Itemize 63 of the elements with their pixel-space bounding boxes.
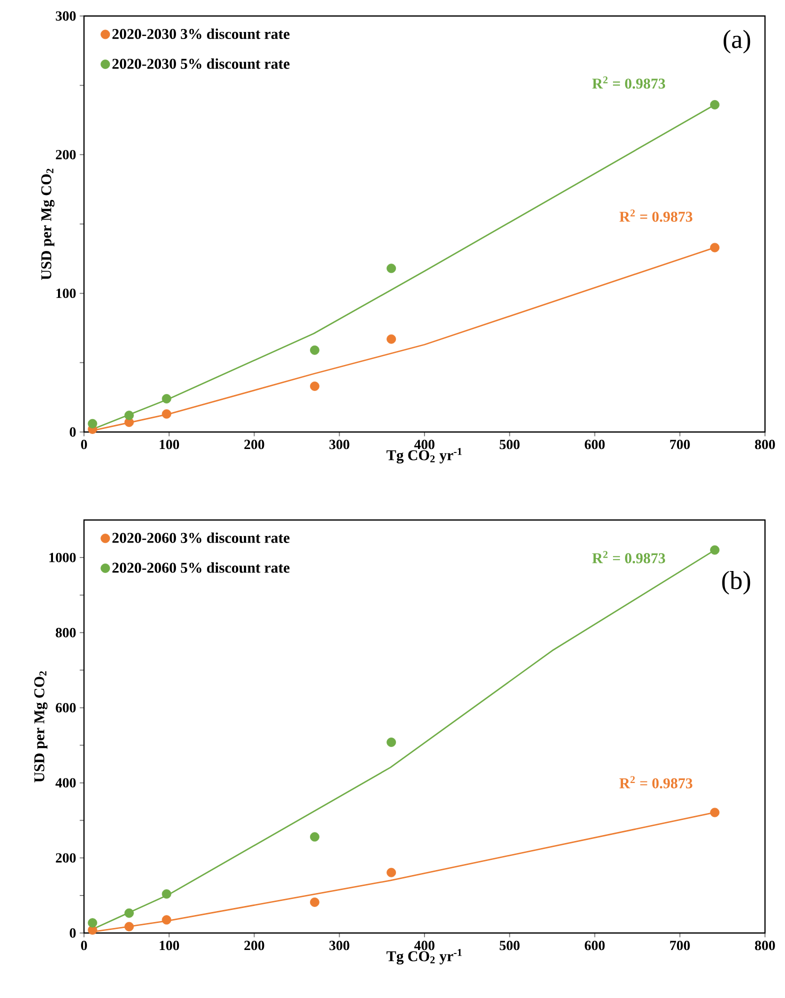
x-tick-label: 600 [584, 440, 605, 450]
x-tick-label: 500 [500, 940, 520, 950]
legend-label: 2020-2060 3% discount rate [112, 532, 290, 544]
x-tick-label: 600 [584, 940, 605, 950]
y-tick-label: 400 [55, 778, 76, 788]
point [310, 898, 320, 907]
point [710, 242, 720, 252]
annotation: R$^{2}$ = 0.9873 [619, 210, 692, 222]
y-tick-label: 100 [56, 288, 76, 298]
point [386, 334, 396, 344]
x-tick-label: 200 [244, 440, 264, 450]
x-tick-label: 400 [414, 940, 434, 950]
point [310, 345, 320, 355]
x-axis-title: Tg CO$_{2}$ yr$^{-1}$ [386, 949, 462, 964]
point [162, 889, 172, 899]
legend-label: 2020-2030 3% discount rate [112, 28, 290, 40]
point [710, 545, 720, 555]
x-tick-label: 500 [500, 440, 520, 450]
y-tick-label: 800 [56, 628, 76, 638]
annotation: (b) [722, 571, 750, 594]
point [310, 832, 320, 842]
y-tick-label: 600 [56, 703, 76, 712]
x-tick-label: 100 [160, 440, 180, 450]
point [386, 264, 396, 274]
x-tick-label: 700 [670, 940, 690, 950]
point [386, 868, 396, 878]
x-tick-label: 800 [755, 940, 775, 950]
legend-label: 2020-2060 5% discount rate [112, 562, 290, 573]
point [124, 410, 134, 420]
x-tick-label: 800 [755, 440, 775, 450]
x-tick-label: 700 [670, 440, 690, 450]
y-tick-label: 200 [56, 853, 76, 863]
point [88, 918, 98, 928]
point [88, 418, 98, 428]
y-tick-label: 1000 [49, 552, 76, 562]
y-axis-title: USD per Mg CO$_{2}$ [41, 168, 54, 280]
point [162, 409, 172, 419]
x-tick-label: 300 [329, 440, 350, 450]
point [710, 100, 720, 110]
x-tick-label: 0 [81, 440, 87, 450]
annotation: R$^{2}$ = 0.9873 [619, 776, 692, 788]
x-tick-label: 100 [160, 940, 180, 950]
y-tick-label: 300 [56, 11, 76, 21]
y-tick-label: 200 [56, 150, 76, 160]
x-tick-label: 200 [244, 940, 264, 950]
y-axis-title: USD per Mg CO$_{2}$ [34, 671, 48, 782]
point [310, 382, 320, 391]
point [162, 915, 172, 925]
x-axis-title: Tg CO$_{2}$ yr$^{-1}$ [386, 448, 462, 464]
y-tick-label: 0 [70, 928, 76, 938]
annotation: (a) [724, 30, 750, 54]
annotation: R$^{2}$ = 0.9873 [592, 550, 666, 564]
point [124, 922, 134, 932]
legend-label: 2020-2030 5% discount rate [112, 58, 290, 69]
x-tick-label: 300 [329, 940, 350, 950]
point [710, 808, 720, 818]
point [386, 738, 396, 747]
x-tick-label: 0 [81, 940, 87, 950]
x-tick-label: 400 [414, 440, 434, 450]
y-tick-label: 0 [70, 427, 76, 437]
point [162, 394, 172, 404]
point [124, 908, 134, 918]
annotation: R$^{2}$ = 0.9873 [592, 76, 666, 89]
